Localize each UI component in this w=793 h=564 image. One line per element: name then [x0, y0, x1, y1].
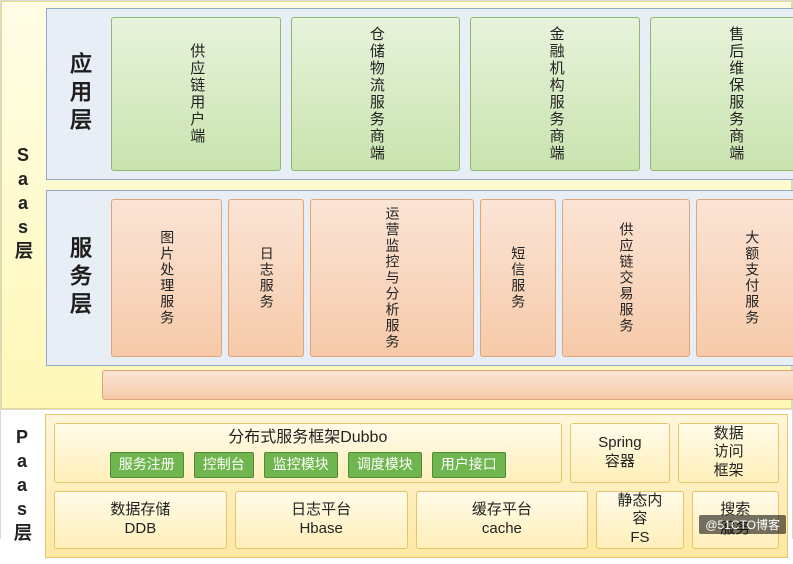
svc-box: 图片处理服务 — [111, 199, 222, 357]
saas-content: 应用层 供应链用户端 仓储物流服务商端 金融机构服务商端 售后维保服务商端 运营… — [46, 8, 793, 400]
svc-box: 短信服务 — [480, 199, 556, 357]
app-box: 供应链用户端 — [111, 17, 281, 171]
spring-box: Spring 容器 — [570, 423, 671, 483]
app-box-text: 供应链用户端 — [186, 43, 205, 145]
service-tier: 服务层 图片处理服务 日志服务 运营监控与分析服务 短信服务 供应链交易服务 大… — [46, 190, 793, 366]
app-box: 售后维保服务商端 — [650, 17, 793, 171]
basic-service-bar: 基础服务 — [102, 370, 793, 400]
app-box: 仓储物流服务商端 — [291, 17, 461, 171]
search-line1: 搜索 — [720, 501, 750, 520]
logp-line1: 日志平台 — [291, 501, 351, 520]
search-box: 搜索 服务 — [692, 491, 779, 549]
dao-line2: 访问 — [714, 443, 744, 462]
svc-box-text: 供应链交易服务 — [617, 222, 635, 334]
svc-box: 大额支付服务 — [696, 199, 793, 357]
paas-layer: Paas层 分布式服务框架Dubbo 服务注册 控制台 监控模块 调度模块 用户… — [1, 409, 792, 564]
spring-line2: 容器 — [605, 453, 635, 472]
store-line2: DDB — [125, 520, 157, 539]
svc-box: 供应链交易服务 — [562, 199, 691, 357]
fs-line3: FS — [630, 529, 649, 548]
svc-box-text: 大额支付服务 — [743, 230, 761, 326]
static-fs-box: 静态内 容 FS — [596, 491, 683, 549]
paas-layer-label: Paas层 — [5, 414, 39, 558]
svc-box-text: 日志服务 — [257, 246, 275, 310]
service-content: 图片处理服务 日志服务 运营监控与分析服务 短信服务 供应链交易服务 大额支付服… — [111, 199, 793, 357]
app-boxes: 供应链用户端 仓储物流服务商端 金融机构服务商端 售后维保服务商端 运营管理人员… — [111, 17, 793, 171]
dubbo-module: 服务注册 — [110, 452, 184, 478]
saas-layer-label-col: Saas层 — [6, 8, 40, 400]
svc-box: 日志服务 — [228, 199, 304, 357]
dao-line1: 数据 — [714, 425, 744, 444]
fs-line2: 容 — [632, 510, 647, 529]
service-tier-label: 服务层 — [55, 199, 103, 357]
dubbo-module: 用户接口 — [432, 452, 506, 478]
service-boxes: 图片处理服务 日志服务 运营监控与分析服务 短信服务 供应链交易服务 大额支付服… — [111, 199, 793, 357]
cache-line1: 缓存平台 — [472, 501, 532, 520]
store-box: 数据存储 DDB — [54, 491, 227, 549]
dubbo-box: 分布式服务框架Dubbo 服务注册 控制台 监控模块 调度模块 用户接口 — [54, 423, 562, 483]
log-platform-box: 日志平台 Hbase — [235, 491, 408, 549]
logp-line2: Hbase — [299, 520, 342, 539]
app-tier: 应用层 供应链用户端 仓储物流服务商端 金融机构服务商端 售后维保服务商端 运营… — [46, 8, 793, 180]
svc-box-text: 图片处理服务 — [158, 230, 176, 326]
svc-box-text: 运营监控与分析服务 — [383, 206, 401, 350]
saas-layer: Saas层 应用层 供应链用户端 仓储物流服务商端 金融机构服务商端 售后维保服… — [1, 1, 792, 409]
dubbo-title: 分布式服务框架Dubbo — [228, 428, 387, 448]
svc-box-text: 短信服务 — [509, 246, 527, 310]
dao-box: 数据 访问 框架 — [678, 423, 779, 483]
cache-line2: cache — [482, 520, 522, 539]
app-box-text: 仓储物流服务商端 — [366, 26, 385, 162]
paas-top-row: 分布式服务框架Dubbo 服务注册 控制台 监控模块 调度模块 用户接口 Spr… — [54, 423, 779, 483]
search-line2: 服务 — [720, 520, 750, 539]
architecture-diagram: Saas层 应用层 供应链用户端 仓储物流服务商端 金融机构服务商端 售后维保服… — [0, 0, 793, 539]
dubbo-module: 控制台 — [194, 452, 254, 478]
app-tier-label: 应用层 — [55, 17, 103, 171]
app-box-text: 金融机构服务商端 — [546, 26, 565, 162]
dubbo-module: 监控模块 — [264, 452, 338, 478]
dubbo-module: 调度模块 — [348, 452, 422, 478]
cache-box: 缓存平台 cache — [416, 491, 589, 549]
app-box: 金融机构服务商端 — [470, 17, 640, 171]
saas-layer-label: Saas层 — [10, 145, 36, 263]
fs-line1: 静态内 — [617, 492, 662, 511]
app-box-text: 售后维保服务商端 — [726, 26, 745, 162]
dao-line3: 框架 — [714, 462, 744, 481]
dubbo-modules: 服务注册 控制台 监控模块 调度模块 用户接口 — [61, 452, 555, 478]
paas-content: 分布式服务框架Dubbo 服务注册 控制台 监控模块 调度模块 用户接口 Spr… — [45, 414, 788, 558]
store-line1: 数据存储 — [110, 501, 170, 520]
spring-line1: Spring — [598, 434, 641, 453]
svc-box: 运营监控与分析服务 — [310, 199, 474, 357]
paas-bottom-row: 数据存储 DDB 日志平台 Hbase 缓存平台 cache 静态内 容 FS — [54, 491, 779, 549]
